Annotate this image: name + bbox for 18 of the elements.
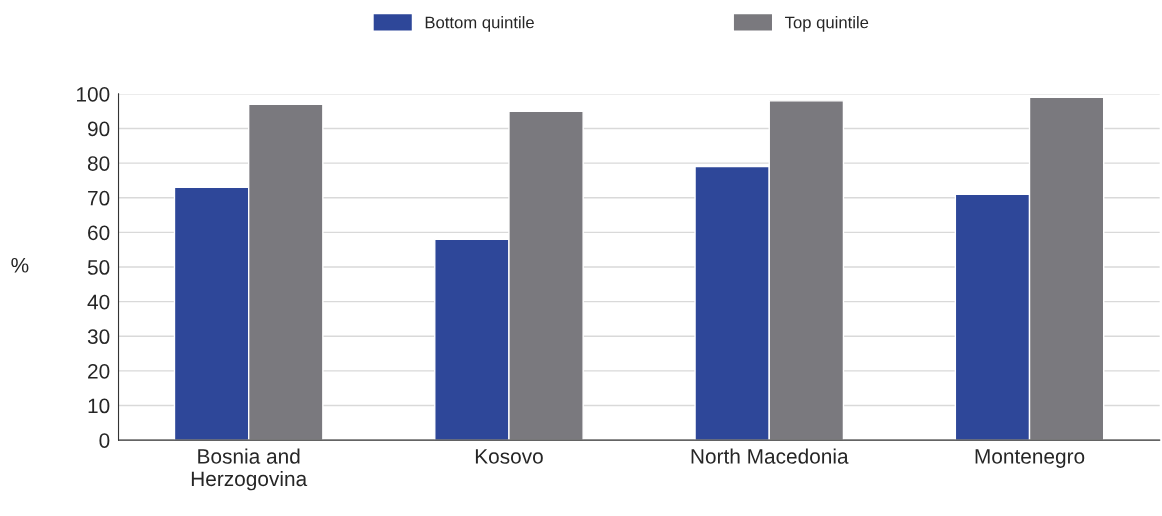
y-tick-label: 80 — [87, 156, 110, 171]
x-tick-label: North Macedonia — [691, 448, 849, 464]
legend-label: Bottom quintile — [425, 16, 534, 32]
y-tick-label: 70 — [88, 190, 110, 206]
x-tick-label: Bosnia and Herzogovina — [191, 448, 308, 491]
y-tick-label: 40 — [87, 294, 110, 310]
y-tick-label: 0 — [99, 433, 110, 448]
y-axis-title: % — [11, 257, 29, 273]
y-tick-label: 100 — [77, 86, 110, 102]
x-tick-label: Kosovo — [475, 449, 543, 464]
y-tick-label: 90 — [88, 121, 110, 137]
legend-label: Top quintile — [785, 16, 869, 32]
y-tick-label: 10 — [88, 398, 110, 414]
y-tick-label: 50 — [87, 260, 110, 275]
y-tick-label: 30 — [87, 329, 110, 345]
y-tick-label: 60 — [88, 225, 110, 241]
x-tick-label: Montenegro — [975, 449, 1085, 468]
y-tick-label: 20 — [88, 363, 110, 379]
